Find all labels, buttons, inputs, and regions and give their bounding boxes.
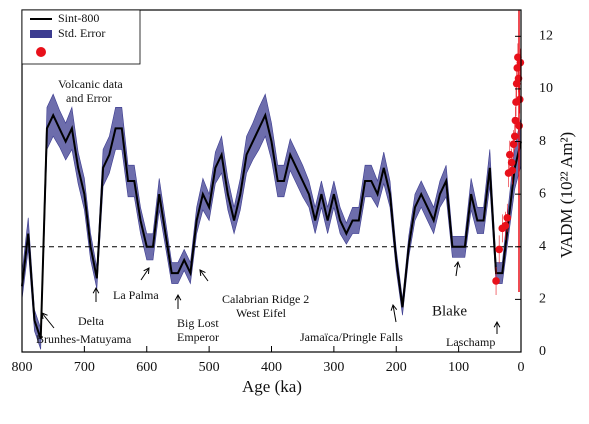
annotation: Big Lost [177,316,219,330]
volcanic-point [510,132,519,141]
arrow-head [92,286,100,294]
legend-label: Sint-800 [58,11,99,25]
annotation: and Error [66,91,112,105]
volcanic-point [508,166,517,175]
arrow-head [143,267,150,275]
x-tick-label: 600 [136,360,157,375]
legend-label: Std. Error [58,26,105,40]
x-tick-label: 300 [323,360,344,375]
volcanic-point [492,277,500,285]
y-tick-label: 10 [539,81,553,96]
volcanic-point [509,140,518,148]
volcanic-point [501,221,510,230]
y-tick-label: 0 [539,344,546,359]
annotation-arrow [199,269,209,282]
volcanic-point [516,58,525,67]
y-axis-label: VADM (10²² Am²) [557,132,576,258]
x-tick-label: 100 [448,360,469,375]
arrow-head [41,312,48,319]
arrow-head [454,260,461,268]
volcanic-point [515,121,523,130]
annotation: West Eifel [236,306,287,320]
annotation: Calabrian Ridge 2 [222,292,309,306]
x-tick-label: 700 [74,360,95,375]
annotation-arrow [455,261,459,277]
sint-800-line [21,112,522,340]
volcanic-point [507,158,516,167]
arrow-head [199,269,206,277]
volcanic-point [503,214,512,222]
annotation: Volcanic data [58,77,123,91]
annotation: Laschamp [446,335,495,349]
x-tick-label: 800 [12,360,33,375]
volcanic-point [515,95,524,104]
volcanic-point [495,245,503,254]
y-tick-label: 2 [539,292,546,307]
annotation: La Palma [113,288,159,302]
y-tick-label: 6 [539,186,546,201]
annotation-arrow [392,304,397,323]
annotation: Delta [78,314,105,328]
x-tick-label: 200 [386,360,407,375]
arrow-head [493,320,501,328]
annotation-arrow [140,267,150,281]
annotation: Brunhes-Matuyama [36,332,132,346]
x-tick-label: 400 [261,360,282,375]
legend-swatch [30,30,52,38]
y-tick-label: 8 [539,134,546,149]
y-tick-label: 4 [539,239,546,254]
annotation: Jamaïca/Pringle Falls [300,330,403,344]
annotation-arrow [41,312,55,329]
annotation: Blake [432,303,467,319]
arrow-head [174,293,182,301]
x-axis-label: Age (ka) [242,377,302,396]
x-tick-label: 500 [199,360,220,375]
annotation: Emperor [177,330,219,344]
arrow-head [390,303,398,311]
x-tick-label: 0 [518,360,525,375]
volcanic-point [511,116,520,125]
y-tick-label: 12 [539,29,553,44]
legend-dot [36,47,46,57]
